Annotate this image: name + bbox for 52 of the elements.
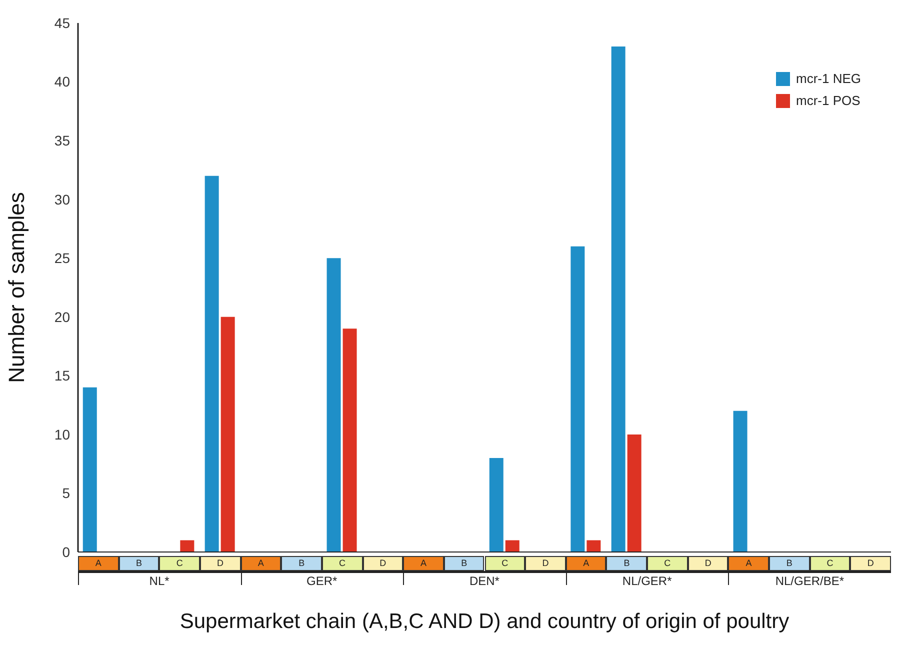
- x-tick-label: C: [502, 558, 509, 568]
- x-tick-label: D: [217, 558, 224, 568]
- x-tick-label: B: [786, 558, 792, 568]
- x-tick-label: A: [420, 558, 427, 568]
- bar: [627, 434, 642, 552]
- y-tick-label: 10: [54, 426, 70, 442]
- y-axis-title: Number of samples: [4, 192, 29, 383]
- bar: [570, 246, 585, 552]
- y-tick-label: 5: [62, 485, 70, 502]
- x-axis-title: Supermarket chain (A,B,C AND D) and country of origin of poultry: [178, 610, 790, 634]
- legend-label: mcr-1 POS: [796, 92, 860, 110]
- y-tick-label: 40: [54, 74, 70, 90]
- x-tick-label: B: [136, 558, 142, 568]
- text: NL*: [148, 574, 170, 588]
- bar: [204, 176, 219, 552]
- y-tick-label: 25: [54, 250, 70, 266]
- x-tick-label: A: [258, 558, 264, 568]
- x-tick-label: C: [826, 558, 834, 568]
- bar: [611, 46, 626, 552]
- legend-label: mcr-1 NEG: [796, 70, 861, 88]
- x-tick-label: A: [746, 558, 752, 568]
- text: DEN*: [468, 574, 500, 588]
- x-tick-label: B: [298, 558, 305, 568]
- bar: [505, 540, 520, 552]
- x-tick-label: B: [461, 558, 468, 568]
- x-tick-label: D: [704, 558, 712, 568]
- y-tick-label: 0: [62, 544, 70, 560]
- bar: [326, 258, 341, 552]
- x-tick-label: D: [380, 558, 387, 568]
- y-tick-label: 45: [54, 14, 70, 31]
- bar: [220, 316, 235, 552]
- y-tick-label: 35: [54, 132, 70, 149]
- y-tick-label: 15: [54, 368, 70, 384]
- x-tick-label: B: [624, 558, 630, 568]
- x-tick-label: A: [95, 558, 102, 568]
- bar: [733, 410, 748, 552]
- text: NL/GER/BE*: [774, 574, 846, 588]
- x-tick-label: C: [338, 558, 346, 568]
- x-tick-label: C: [176, 558, 184, 568]
- y-tick-label: 30: [54, 191, 70, 208]
- x-tick-label: A: [583, 558, 590, 568]
- text: GER*: [306, 574, 338, 588]
- x-tick-label: C: [664, 558, 672, 568]
- bar: [342, 328, 357, 552]
- y-tick-label: 20: [54, 308, 70, 325]
- bar: [82, 387, 97, 552]
- text: NL/GER*: [621, 574, 673, 588]
- x-tick-label: D: [867, 558, 874, 568]
- bar: [180, 540, 194, 552]
- x-tick-label: D: [542, 558, 550, 568]
- bar: [586, 540, 601, 552]
- bar: [489, 458, 504, 552]
